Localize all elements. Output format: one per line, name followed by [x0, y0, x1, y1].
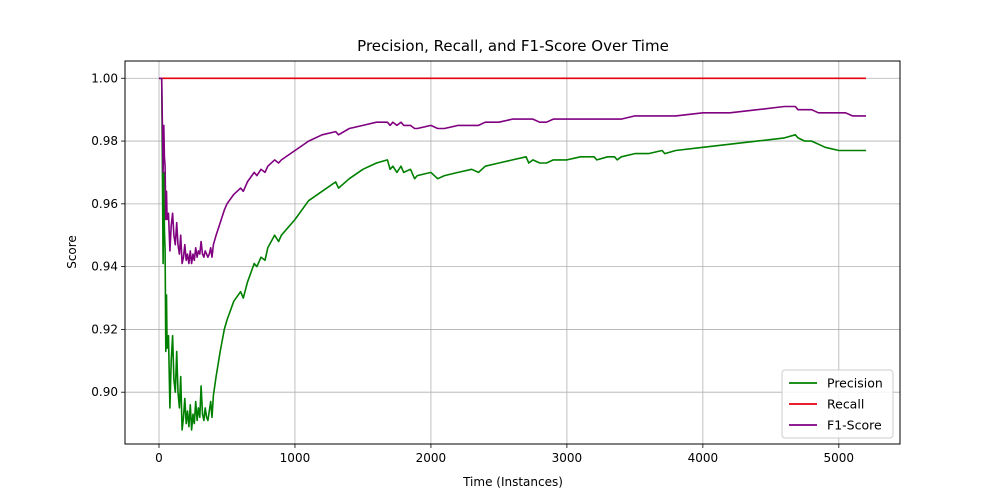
legend-label-f1-score: F1-Score [827, 418, 882, 433]
f1-score-line [159, 77, 866, 265]
y-tick-label: 0.98 [91, 134, 118, 148]
y-tick-label: 1.00 [91, 71, 118, 85]
x-tick-label: 4000 [688, 451, 719, 465]
legend-box [781, 369, 894, 439]
y-axis-title: Score [65, 235, 79, 269]
x-tick-label: 3000 [552, 451, 583, 465]
precision-line [159, 77, 866, 431]
series-lines [159, 77, 866, 431]
plot-area-frame [124, 60, 901, 445]
x-tick-label: 2000 [416, 451, 447, 465]
legend: Precision Recall F1-Score [781, 369, 894, 439]
chart-title: Precision, Recall, and F1-Score Over Tim… [357, 37, 669, 55]
legend-label-recall: Recall [827, 397, 864, 412]
y-tick-label: 0.94 [91, 260, 118, 274]
legend-label-precision: Precision [827, 376, 883, 391]
y-tick-label: 0.92 [91, 322, 118, 336]
x-tick-label: 0 [155, 451, 163, 465]
x-axis-title: Time (Instances) [462, 475, 563, 489]
y-tick-label: 0.90 [91, 385, 118, 399]
y-axis-ticks: 0.90 0.92 0.94 0.96 0.98 1.00 [91, 71, 125, 399]
x-axis-ticks: 0 1000 2000 3000 4000 5000 [155, 444, 854, 465]
x-tick-label: 5000 [824, 451, 855, 465]
x-tick-label: 1000 [280, 451, 311, 465]
y-tick-label: 0.96 [91, 197, 118, 211]
